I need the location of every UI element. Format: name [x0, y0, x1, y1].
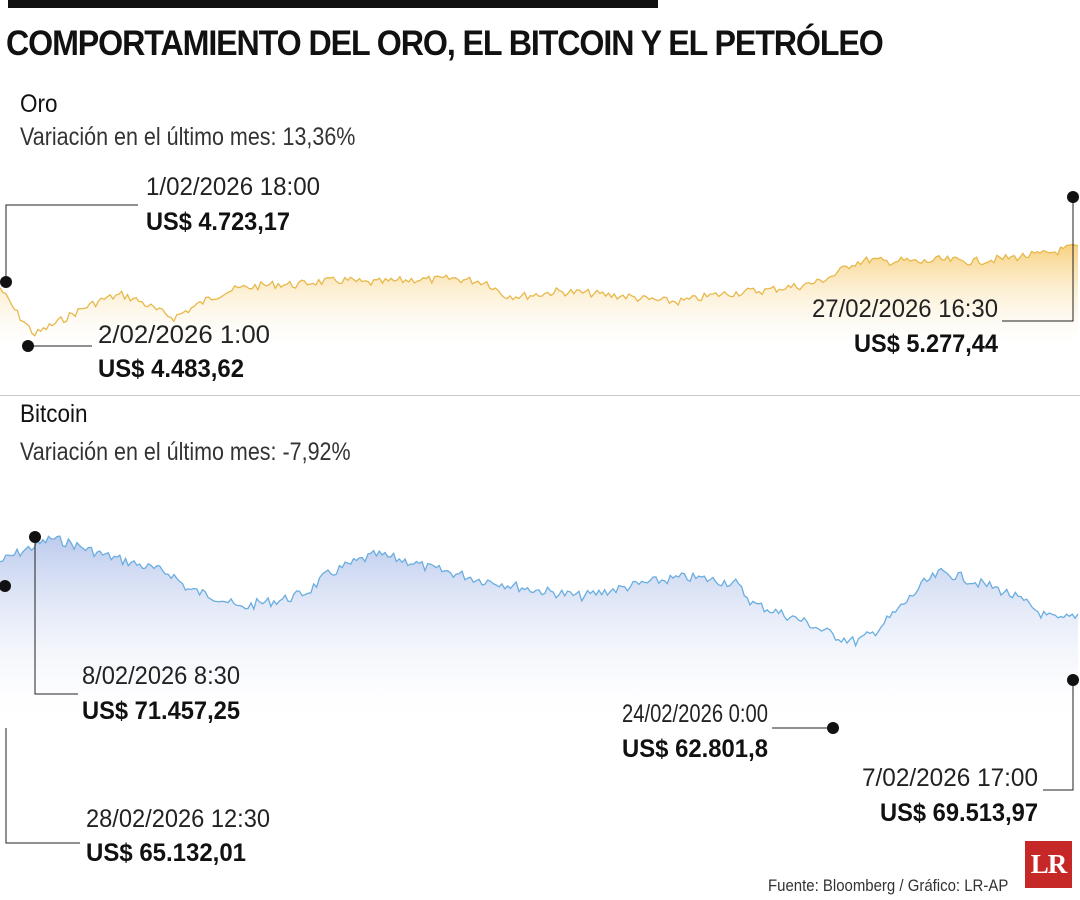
bitcoin-annotation-low-dot	[827, 722, 839, 734]
bitcoin-annotation-low-date: 24/02/2026 0:00	[622, 700, 768, 728]
lr-logo: LR	[1025, 841, 1072, 888]
gold-price-line	[0, 243, 1079, 337]
bitcoin-annotation-high-value: US$ 71.457,25	[82, 697, 240, 725]
bitcoin-annotation-start-date: 28/02/2026 12:30	[86, 805, 270, 833]
gold-annotation-low-dot	[22, 340, 34, 352]
bitcoin-annotation-low-value: US$ 62.801,8	[622, 735, 768, 763]
bitcoin-annotation-low: 24/02/2026 0:00 US$ 62.801,8	[622, 700, 839, 763]
gold-annotation-last-value: US$ 5.277,44	[854, 330, 998, 358]
gold-annotation-high: 1/02/2026 18:00 US$ 4.723,17	[0, 173, 320, 288]
bitcoin-annotation-high: 8/02/2026 8:30 US$ 71.457,25	[29, 531, 240, 725]
bitcoin-annotation-last-dot	[1067, 674, 1079, 686]
bitcoin-annotation-start-dot	[0, 580, 11, 592]
bitcoin-annotation-last-value: US$ 69.513,97	[880, 799, 1038, 827]
gold-annotation-low-date: 2/02/2026 1:00	[98, 321, 270, 349]
bitcoin-panel-subtitle: Variación en el último mes: -7,92%	[20, 438, 351, 466]
top-accent-bar	[8, 0, 658, 8]
bitcoin-annotation-high-dot	[29, 531, 41, 543]
gold-annotation-last-dot	[1067, 191, 1079, 203]
gold-panel-title: Oro	[20, 90, 58, 118]
gold-annotation-high-date: 1/02/2026 18:00	[146, 173, 320, 201]
source-note: Fuente: Bloomberg / Gráfico: LR-AP	[768, 876, 1009, 895]
gold-panel-subtitle: Variación en el último mes: 13,36%	[20, 123, 356, 151]
bitcoin-annotation-last: 7/02/2026 17:00 US$ 69.513,97	[862, 674, 1079, 827]
gold-annotation-low-value: US$ 4.483,62	[98, 355, 244, 383]
panel-divider	[0, 395, 1080, 396]
gold-annotation-high-dot	[0, 276, 12, 288]
bitcoin-price-line	[0, 535, 1079, 648]
bitcoin-annotation-high-date: 8/02/2026 8:30	[82, 662, 240, 690]
bitcoin-price-area	[0, 536, 1078, 716]
gold-annotation-last-date: 27/02/2026 16:30	[812, 295, 998, 323]
bitcoin-annotation-start: 28/02/2026 12:30 US$ 65.132,01	[0, 580, 270, 867]
bitcoin-annotation-start-value: US$ 65.132,01	[86, 839, 246, 867]
gold-annotation-high-value: US$ 4.723,17	[146, 208, 290, 236]
gold-annotation-last: 27/02/2026 16:30 US$ 5.277,44	[812, 191, 1079, 358]
gold-price-area	[0, 244, 1078, 345]
bitcoin-panel-title: Bitcoin	[20, 400, 88, 428]
bitcoin-annotation-last-date: 7/02/2026 17:00	[862, 764, 1038, 792]
gold-annotation-low: 2/02/2026 1:00 US$ 4.483,62	[22, 321, 270, 383]
page-title: COMPORTAMIENTO DEL ORO, EL BITCOIN Y EL …	[6, 24, 884, 63]
